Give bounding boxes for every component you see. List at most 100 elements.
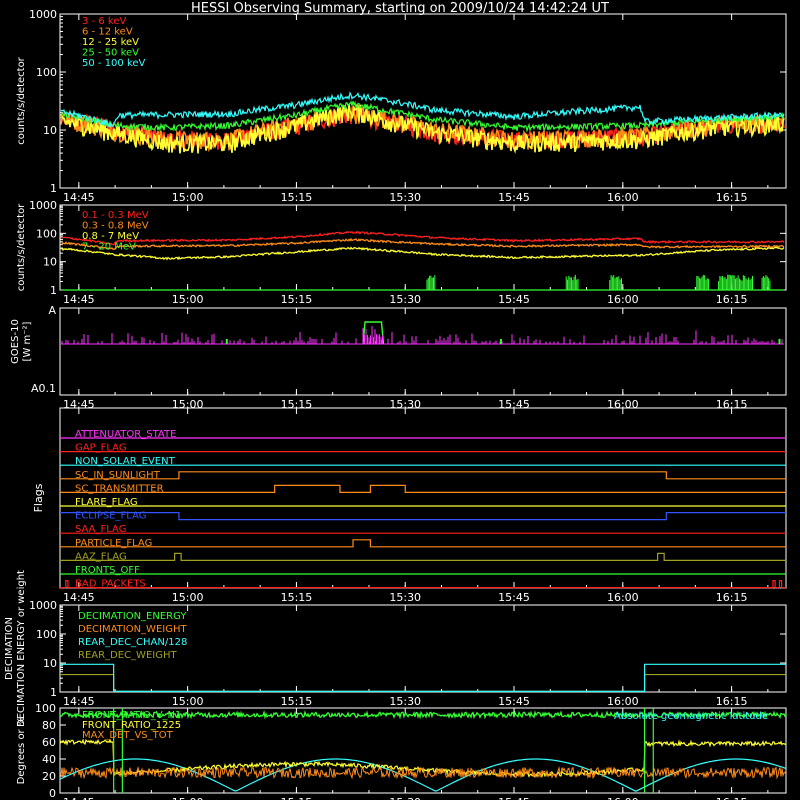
flag-label: NON_SOLAR_EVENT: [75, 456, 176, 467]
x-tick-label: 16:00: [607, 293, 639, 306]
y-tick-label: 1000: [29, 199, 57, 212]
series-line-orange: [59, 765, 787, 780]
panel-3-ylabel-units: [W m⁻²]: [22, 321, 33, 361]
x-tick-label: 15:15: [281, 796, 313, 800]
y-tick-label: 10: [43, 124, 57, 137]
panel-3-series: [61, 321, 784, 345]
x-tick-label: 15:45: [498, 191, 530, 204]
y-tick-label: 60: [42, 736, 56, 749]
flag-line: [60, 539, 786, 548]
panel-5-ylabel-line1: DECIMATION: [4, 617, 15, 680]
x-tick-label: 15:00: [172, 293, 204, 306]
panel-6-ylabel: Degrees or %: [16, 717, 27, 785]
panel-1-frame: [59, 13, 787, 189]
flag-line: [60, 471, 786, 480]
x-tick-label: 15:15: [281, 191, 313, 204]
x-tick-label: 15:30: [389, 191, 421, 204]
x-tick-label: 15:00: [172, 191, 204, 204]
panel-2-series: [60, 230, 785, 291]
y-tick-label: 1000: [29, 8, 57, 21]
flag-label: BAD_PACKETS: [75, 579, 146, 590]
legend-entry: 0.1 - 0.3 MeV: [82, 210, 149, 221]
x-tick-label: 14:45: [63, 695, 95, 708]
flag-line: [60, 484, 786, 493]
panel-2-ylabel: counts/s/detector: [16, 203, 27, 291]
panel-6-series: [59, 708, 787, 793]
panel-3-ylabel: GOES-10: [10, 319, 21, 364]
legend-entry: FRONT_RATIO_V_N1: [82, 710, 181, 721]
legend-entry: DECIMATION_WEIGHT: [78, 624, 187, 635]
y-tick-label: 100: [36, 227, 57, 240]
x-tick-label: 16:00: [607, 191, 639, 204]
y-tick-label: 100: [36, 628, 57, 641]
legend-entry: MAX_DET_VS_TOT: [82, 730, 174, 741]
y-tick-label: 20: [42, 770, 56, 783]
y-tick-label: 100: [35, 702, 56, 715]
y-tick-label: 80: [42, 719, 56, 732]
x-tick-label: 15:15: [281, 695, 313, 708]
panel-3-frame: [59, 307, 787, 396]
legend-entry: 3 - 6 keV: [82, 16, 126, 27]
x-tick-label: 15:45: [498, 796, 530, 800]
x-tick-label: 16:15: [716, 695, 748, 708]
flag-line: [60, 579, 786, 589]
x-tick-label: 15:30: [389, 293, 421, 306]
x-tick-label: 14:45: [63, 191, 95, 204]
series-line-red: [60, 230, 785, 246]
x-tick-label: 16:15: [716, 293, 748, 306]
y-tick-label: 1: [50, 686, 57, 699]
x-tick-label: 16:15: [716, 191, 748, 204]
legend-entry: REAR_DEC_CHAN/128: [78, 637, 187, 648]
x-tick-label: 14:45: [63, 796, 95, 800]
flag-label: SC_TRANSMITTER: [75, 483, 164, 494]
legend-entry: 7 - 20 MeV: [82, 242, 136, 253]
x-tick-label: 15:00: [172, 695, 204, 708]
legend-entry: 25 - 50 keV: [82, 48, 139, 59]
y-tick-label: 0: [49, 787, 56, 800]
series-line-yellow: [60, 103, 785, 155]
legend-entry: 50 - 100 keV: [82, 58, 146, 69]
x-tick-label: 16:00: [607, 591, 639, 604]
y-tick-label: 1000: [29, 599, 57, 612]
flag-line: [60, 511, 786, 521]
series-line-yellow: [60, 246, 785, 261]
x-tick-label: 15:00: [172, 591, 204, 604]
panel-4-ylabel: Flags: [32, 483, 45, 512]
series-line-cyan: [60, 91, 785, 128]
y-tick-label: 40: [42, 753, 56, 766]
legend-entry: DECIMATION_ENERGY: [78, 611, 187, 622]
x-tick-label: 15:45: [498, 591, 530, 604]
y-tick-label: A: [48, 304, 56, 317]
flag-label: SAA_FLAG: [75, 524, 126, 535]
chart-title: HESSI Observing Summary, starting on 200…: [191, 1, 609, 16]
y-tick-label: 10: [43, 657, 57, 670]
x-tick-label: 14:45: [63, 591, 95, 604]
series-line-cyan: [59, 758, 787, 792]
y-tick-label: 1: [50, 182, 57, 195]
x-tick-label: 15:00: [172, 796, 204, 800]
panel-6-frame: [59, 707, 787, 794]
panel-1-series: [60, 91, 785, 155]
series-line-green: [362, 321, 385, 345]
x-tick-label: 14:45: [63, 293, 95, 306]
panel-5-frame: [59, 604, 787, 693]
x-tick-label: 15:45: [498, 293, 530, 306]
legend-entry: 12 - 25 keV: [82, 37, 139, 48]
panel-5-series: [60, 663, 786, 692]
x-tick-label: 15:30: [389, 796, 421, 800]
flag-label: ECLIPSE_FLAG: [75, 511, 146, 522]
legend-entry: FRONT_RATIO_1225: [82, 720, 181, 731]
x-tick-label: 15:15: [281, 293, 313, 306]
x-tick-label: 15:30: [389, 591, 421, 604]
panel-5-ylabel: DECIMATION ENERGY or weight: [16, 570, 27, 727]
x-tick-label: 15:15: [281, 591, 313, 604]
y-tick-label: 10: [43, 256, 57, 269]
series-line-orange: [61, 237, 785, 250]
x-tick-label: 16:15: [716, 796, 748, 800]
x-tick-label: 16:00: [607, 796, 639, 800]
flag-line: [60, 552, 786, 562]
legend-entry: REAR_DEC_WEIGHT: [78, 650, 177, 661]
flag-label: FLARE_FLAG: [75, 497, 138, 508]
series-line-olive: [60, 673, 786, 692]
